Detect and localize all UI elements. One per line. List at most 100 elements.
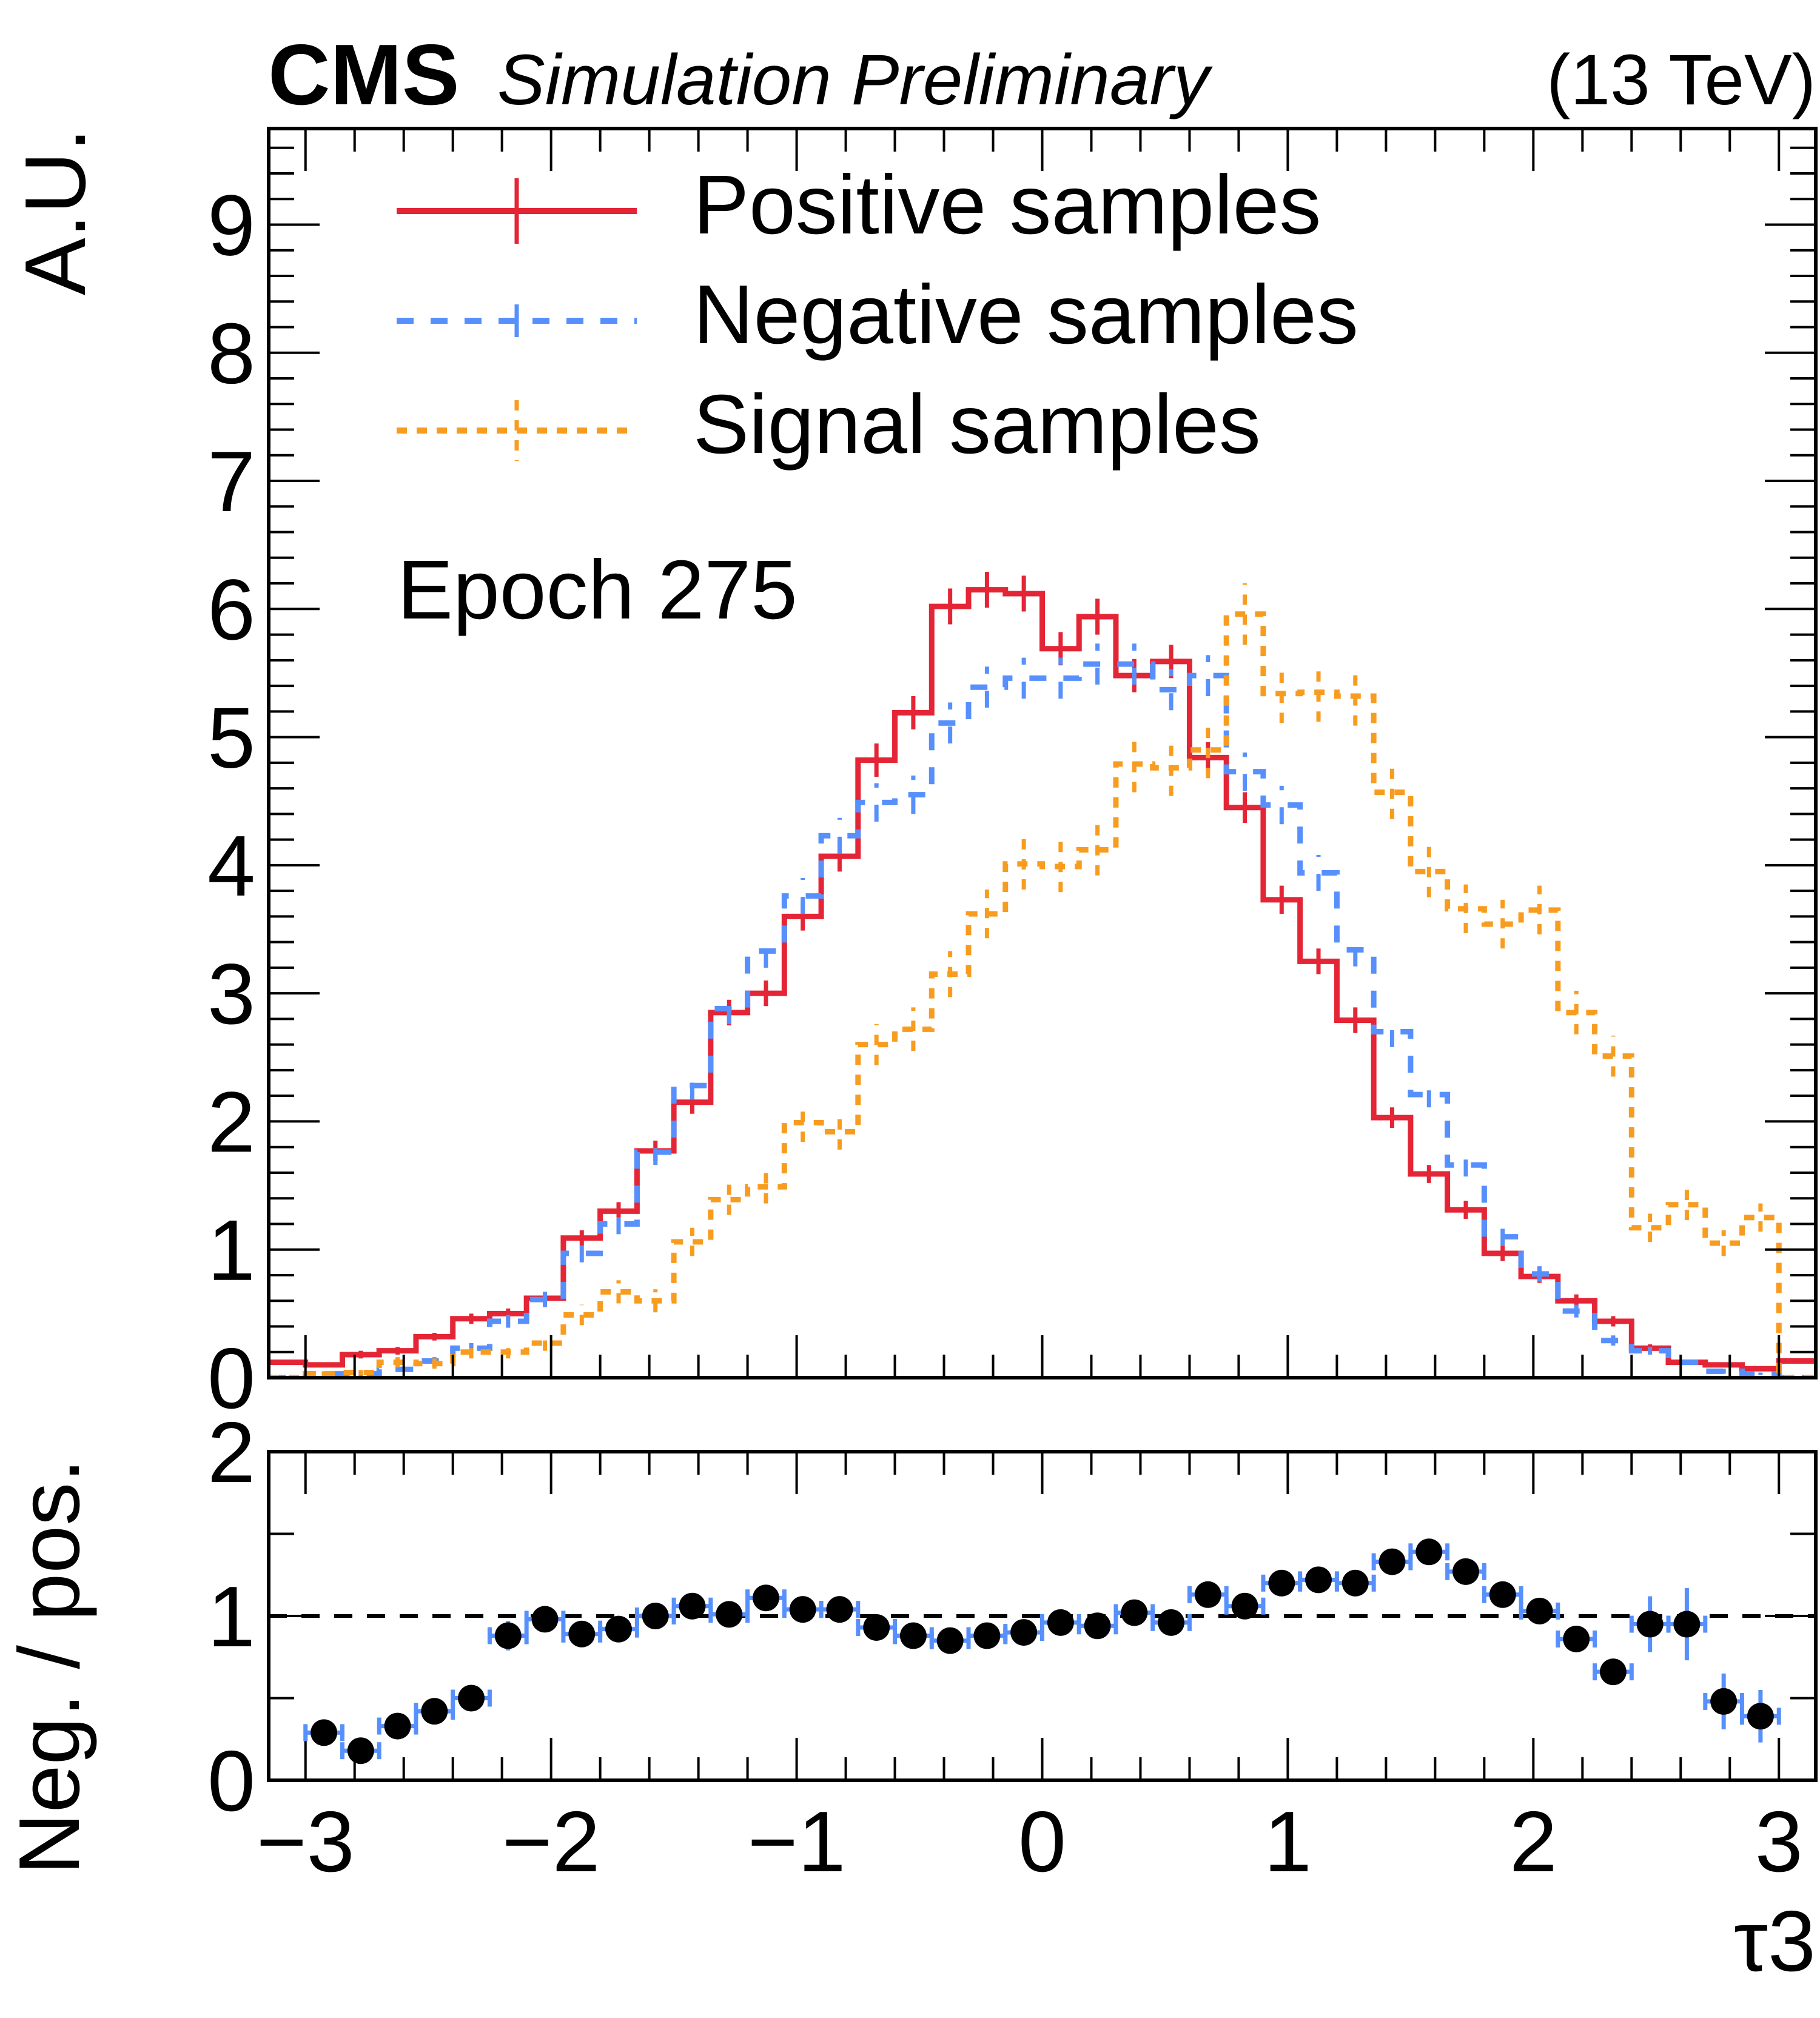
- ratio-point: [561, 1620, 603, 1648]
- main-y-tick-label: 8: [207, 306, 255, 402]
- ratio-point: [1519, 1597, 1560, 1624]
- x-tick-label: 2: [1509, 1794, 1557, 1890]
- main-frame: [267, 127, 1818, 1379]
- ratio-point: [1703, 1673, 1745, 1729]
- legend: Positive samples Negative samples Signal…: [397, 158, 1358, 471]
- ratio-point: [856, 1614, 898, 1641]
- ratio-marker: [347, 1737, 374, 1765]
- epoch-annotation: Epoch 275: [397, 543, 798, 637]
- ratio-marker: [1489, 1581, 1516, 1608]
- ratio-marker: [1526, 1597, 1553, 1624]
- ratio-marker: [716, 1601, 743, 1628]
- histogram-line: [269, 661, 1816, 1378]
- ratio-marker: [1710, 1688, 1738, 1715]
- ratio-marker: [1378, 1548, 1406, 1575]
- ratio-point: [303, 1719, 344, 1746]
- ratio-marker: [1636, 1611, 1664, 1638]
- main-y-tick-label: 4: [207, 818, 255, 914]
- ratio-marker: [1268, 1569, 1295, 1597]
- main-y-axis-label: A.U.: [7, 128, 104, 295]
- main-series-layer: [269, 572, 1816, 1378]
- main-panel: 0 1 2 3 4 5 6 7 8 9 A.U. Epoch 275 Positive sampl…: [7, 127, 1818, 1427]
- ratio-marker: [1563, 1625, 1590, 1652]
- main-y-tick-label: 9: [207, 177, 255, 273]
- ratio-marker: [1194, 1581, 1221, 1608]
- ratio-point: [1113, 1599, 1155, 1626]
- main-axis-ticks: 0 1 2 3 4 5 6 7 8 9: [207, 129, 1816, 1427]
- ratio-point: [1040, 1609, 1081, 1636]
- ratio-marker: [458, 1684, 485, 1712]
- ratio-marker: [1673, 1611, 1701, 1638]
- ratio-point: [1629, 1596, 1671, 1652]
- ratio-point: [377, 1712, 418, 1740]
- x-tick-label: 1: [1264, 1794, 1312, 1890]
- ratio-point: [487, 1621, 529, 1651]
- ratio-marker: [1231, 1592, 1258, 1620]
- ratio-panel: 0 1 2 −3 −2 −1 0 1 2 3 Neg. / pos. τ3: [1, 1404, 1818, 1990]
- ratio-point: [1224, 1592, 1266, 1620]
- ratio-marker: [1452, 1558, 1479, 1585]
- main-y-tick-label: 5: [207, 690, 255, 786]
- ratio-point: [1003, 1619, 1044, 1646]
- x-tick-label: −1: [748, 1794, 846, 1890]
- ratio-marker: [826, 1596, 853, 1623]
- ratio-point: [1482, 1581, 1523, 1608]
- ratio-point: [340, 1737, 381, 1765]
- main-y-tick-label: 3: [207, 946, 255, 1042]
- ratio-marker: [1158, 1609, 1185, 1636]
- histogram-line: [269, 587, 1816, 1372]
- series-negative-samples: [269, 643, 1816, 1378]
- ratio-marker: [531, 1606, 559, 1633]
- x-tick-label: −3: [257, 1794, 355, 1890]
- ratio-point: [1740, 1689, 1781, 1743]
- ratio-point: [1408, 1538, 1450, 1566]
- histogram-line: [269, 611, 1816, 1378]
- ratio-point: [893, 1622, 934, 1649]
- ratio-point: [1076, 1612, 1118, 1640]
- ratio-marker: [789, 1596, 816, 1623]
- ratio-y-axis-label: Neg. / pos.: [1, 1458, 98, 1875]
- x-axis-label-text: τ3: [1734, 1893, 1816, 1990]
- main-y-tick-label: 6: [207, 561, 255, 658]
- ratio-y-tick-label: 1: [207, 1569, 255, 1665]
- ratio-point: [1556, 1625, 1597, 1652]
- ratio-axis-ticks: 0 1 2 −3 −2 −1 0 1 2 3: [207, 1404, 1816, 1890]
- energy-label: (13 TeV): [1546, 40, 1816, 120]
- ratio-point: [634, 1603, 676, 1629]
- experiment-label: CMS: [268, 27, 460, 123]
- ratio-marker: [494, 1622, 522, 1649]
- main-y-tick-label: 1: [207, 1202, 255, 1299]
- status-label: Simulation Preliminary: [497, 40, 1213, 120]
- ratio-marker: [1010, 1619, 1038, 1646]
- main-y-tick-label: 7: [207, 434, 255, 530]
- legend-entry-negative: Negative samples: [397, 268, 1358, 361]
- ratio-marker: [1747, 1703, 1774, 1730]
- ratio-point: [1261, 1569, 1303, 1597]
- ratio-point: [1666, 1587, 1708, 1661]
- ratio-marker: [752, 1584, 779, 1612]
- ratio-marker: [311, 1719, 338, 1746]
- ratio-point: [1593, 1658, 1634, 1686]
- ratio-marker: [1599, 1658, 1627, 1686]
- ratio-point: [782, 1596, 824, 1623]
- ratio-marker: [1047, 1609, 1074, 1636]
- ratio-point: [1334, 1569, 1376, 1597]
- ratio-point: [414, 1698, 455, 1725]
- legend-label-negative: Negative samples: [693, 268, 1358, 361]
- ratio-point: [598, 1615, 639, 1643]
- ratio-marker: [642, 1603, 669, 1629]
- ratio-marker: [1415, 1538, 1443, 1566]
- ratio-point: [1150, 1609, 1192, 1636]
- ratio-marker: [421, 1698, 448, 1725]
- ratio-frame: [267, 1450, 1818, 1782]
- ratio-marker: [1121, 1599, 1148, 1626]
- ratio-point: [708, 1601, 750, 1628]
- x-tick-label: 0: [1018, 1794, 1066, 1890]
- ratio-point: [524, 1606, 566, 1633]
- legend-label-signal: Signal samples: [693, 378, 1261, 471]
- ratio-marker: [568, 1620, 596, 1648]
- ratio-point: [1298, 1566, 1339, 1594]
- ratio-marker: [936, 1627, 964, 1654]
- legend-entry-signal: Signal samples: [397, 378, 1261, 471]
